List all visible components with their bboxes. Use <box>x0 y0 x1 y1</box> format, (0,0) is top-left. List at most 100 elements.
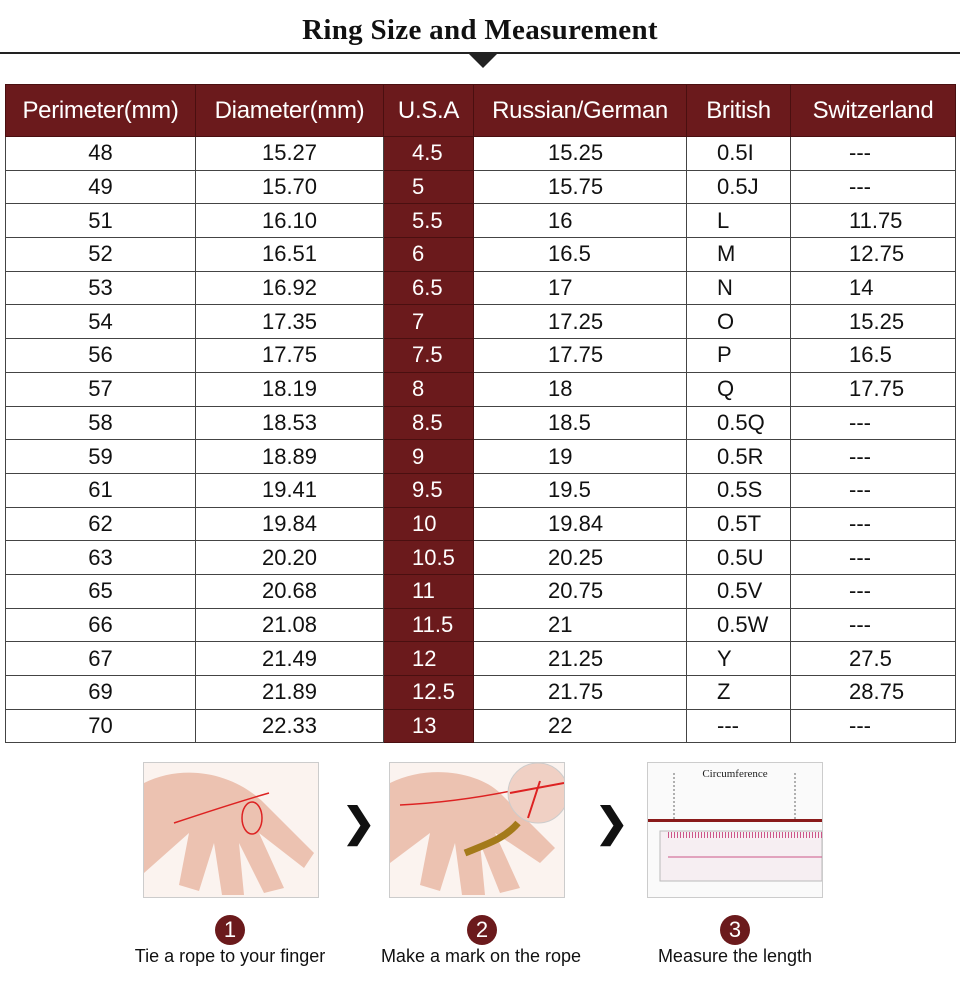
cell-british: L <box>686 203 791 239</box>
cell-switzerland: 12.75 <box>790 237 956 272</box>
step-number-badge: 3 <box>720 915 750 945</box>
next-arrow-icon: ❯ <box>595 801 629 845</box>
cell-british: O <box>686 304 791 340</box>
cell-switzerland: 14 <box>790 270 956 306</box>
cell-diameter: 21.89 <box>195 675 384 710</box>
cell-usa: 11.5 <box>383 607 474 643</box>
table-row: 48 15.27 4.5 15.25 0.5I --- <box>5 136 956 171</box>
cell-british: 0.5T <box>686 506 791 542</box>
cell-perimeter: 69 <box>5 675 196 710</box>
cell-british: Y <box>686 641 791 676</box>
cell-british: 0.5I <box>686 136 791 171</box>
cell-perimeter: 56 <box>5 338 196 373</box>
cell-perimeter: 63 <box>5 540 196 575</box>
table-row: 61 19.41 9.5 19.5 0.5S --- <box>5 472 956 508</box>
column-header-usa: U.S.A <box>383 84 474 137</box>
table-row: 67 21.49 12 21.25 Y 27.5 <box>5 641 956 676</box>
column-header-switzerland: Switzerland <box>790 84 956 137</box>
cell-russian-german: 18.5 <box>473 405 687 441</box>
cell-russian-german: 17.25 <box>473 304 687 340</box>
table-row: 65 20.68 11 20.75 0.5V --- <box>5 573 956 609</box>
cell-perimeter: 70 <box>5 708 196 744</box>
table-row: 49 15.70 5 15.75 0.5J --- <box>5 169 956 205</box>
down-pointer-icon <box>469 54 497 68</box>
step-caption: Tie a rope to your finger <box>134 946 326 966</box>
cell-british: Z <box>686 675 791 710</box>
cell-usa: 9.5 <box>383 472 474 508</box>
step-caption: Measure the length <box>657 946 813 966</box>
cell-usa: 6 <box>383 237 474 272</box>
cell-russian-german: 20.25 <box>473 540 687 575</box>
cell-british: 0.5S <box>686 472 791 508</box>
cell-russian-german: 19 <box>473 439 687 474</box>
cell-diameter: 19.84 <box>195 506 384 542</box>
cell-british: P <box>686 338 791 373</box>
cell-diameter: 17.75 <box>195 338 384 373</box>
table-row: 54 17.35 7 17.25 O 15.25 <box>5 304 956 340</box>
cell-usa: 8 <box>383 371 474 407</box>
ring-size-table: Perimeter(mm) Diameter(mm) U.S.A Russian/Ge… <box>5 84 956 744</box>
cell-perimeter: 59 <box>5 439 196 474</box>
cell-perimeter: 66 <box>5 607 196 643</box>
cell-british: N <box>686 270 791 306</box>
cell-russian-german: 21.25 <box>473 641 687 676</box>
cell-diameter: 18.89 <box>195 439 384 474</box>
cell-diameter: 20.68 <box>195 573 384 609</box>
table-row: 66 21.08 11.5 21 0.5W --- <box>5 607 956 643</box>
step-3-image-ruler: Circumference <box>647 762 823 898</box>
table-row: 63 20.20 10.5 20.25 0.5U --- <box>5 540 956 575</box>
cell-perimeter: 67 <box>5 641 196 676</box>
cell-diameter: 21.49 <box>195 641 384 676</box>
cell-usa: 7 <box>383 304 474 340</box>
cell-british: M <box>686 237 791 272</box>
table-row: 56 17.75 7.5 17.75 P 16.5 <box>5 338 956 373</box>
step-2-image-mark-rope <box>389 762 565 898</box>
cell-russian-german: 15.25 <box>473 136 687 171</box>
cell-switzerland: --- <box>790 540 956 575</box>
cell-diameter: 17.35 <box>195 304 384 340</box>
cell-usa: 11 <box>383 573 474 609</box>
cell-switzerland: 27.5 <box>790 641 956 676</box>
cell-switzerland: 17.75 <box>790 371 956 407</box>
cell-diameter: 20.20 <box>195 540 384 575</box>
cell-diameter: 16.10 <box>195 203 384 239</box>
cell-russian-german: 17 <box>473 270 687 306</box>
cell-usa: 8.5 <box>383 405 474 441</box>
cell-usa: 9 <box>383 439 474 474</box>
cell-switzerland: --- <box>790 472 956 508</box>
cell-switzerland: --- <box>790 506 956 542</box>
cell-diameter: 18.19 <box>195 371 384 407</box>
cell-usa: 5 <box>383 169 474 205</box>
cell-usa: 12.5 <box>383 675 474 710</box>
step-number-badge: 2 <box>467 915 497 945</box>
cell-russian-german: 18 <box>473 371 687 407</box>
cell-usa: 6.5 <box>383 270 474 306</box>
cell-diameter: 16.92 <box>195 270 384 306</box>
column-header-perimeter: Perimeter(mm) <box>5 84 196 137</box>
step-1-image-hand-with-rope <box>143 762 319 898</box>
cell-perimeter: 49 <box>5 169 196 205</box>
cell-perimeter: 51 <box>5 203 196 239</box>
column-header-russian-german: Russian/German <box>473 84 687 137</box>
column-header-diameter: Diameter(mm) <box>195 84 384 137</box>
table-row: 58 18.53 8.5 18.5 0.5Q --- <box>5 405 956 441</box>
cell-perimeter: 54 <box>5 304 196 340</box>
column-header-british: British <box>686 84 791 137</box>
cell-british: --- <box>686 708 791 744</box>
cell-switzerland: --- <box>790 573 956 609</box>
cell-perimeter: 57 <box>5 371 196 407</box>
cell-usa: 4.5 <box>383 136 474 171</box>
cell-switzerland: --- <box>790 607 956 643</box>
cell-diameter: 21.08 <box>195 607 384 643</box>
cell-british: 0.5W <box>686 607 791 643</box>
cell-russian-german: 16 <box>473 203 687 239</box>
cell-russian-german: 15.75 <box>473 169 687 205</box>
table-row: 53 16.92 6.5 17 N 14 <box>5 270 956 306</box>
cell-perimeter: 62 <box>5 506 196 542</box>
table-row: 69 21.89 12.5 21.75 Z 28.75 <box>5 675 956 710</box>
table-row: 70 22.33 13 22 --- --- <box>5 708 956 744</box>
step-caption: Make a mark on the rope <box>380 946 582 966</box>
cell-usa: 10.5 <box>383 540 474 575</box>
cell-russian-german: 16.5 <box>473 237 687 272</box>
cell-diameter: 15.70 <box>195 169 384 205</box>
